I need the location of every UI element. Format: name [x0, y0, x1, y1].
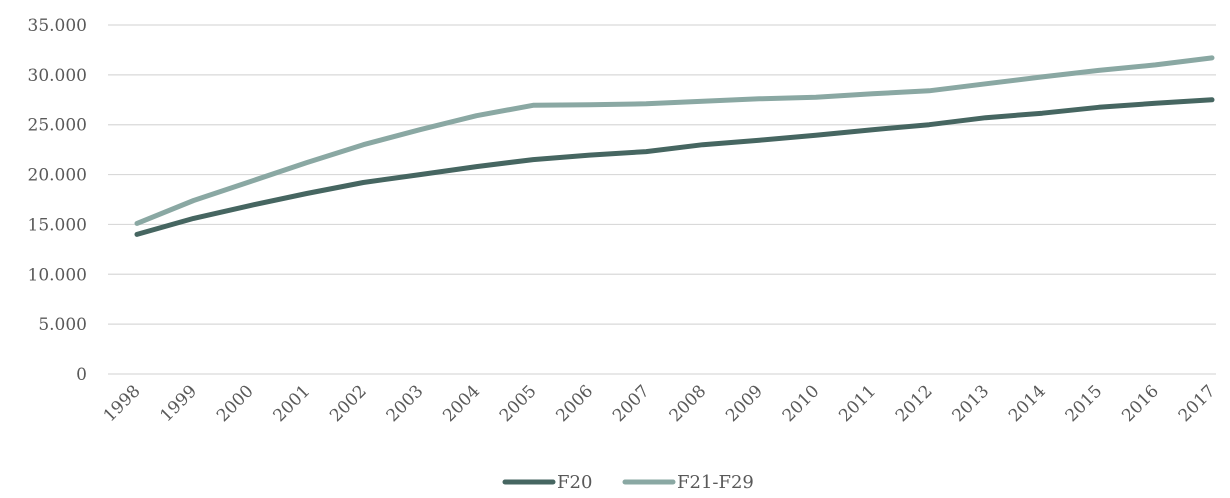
- data-point: [474, 164, 479, 169]
- data-point: [813, 133, 818, 138]
- data-point: [1210, 97, 1215, 102]
- data-point: [983, 115, 988, 120]
- data-point: [587, 153, 592, 158]
- data-point: [135, 221, 140, 226]
- y-axis-tick-labels: 0 5.000 10.000 15.000 20.000 25.000 30.000 35.0…: [28, 16, 87, 385]
- data-point: [361, 180, 366, 185]
- x-tick-label: 2003: [383, 381, 428, 426]
- y-tick-label: 30.000: [28, 66, 87, 86]
- series-line-1: [134, 97, 1215, 237]
- legend: F20 F21-F29: [502, 472, 754, 493]
- x-tick-label: 2016: [1118, 381, 1163, 426]
- data-point: [1210, 55, 1215, 60]
- data-point: [1096, 68, 1101, 73]
- x-tick-label: 2015: [1062, 381, 1107, 426]
- y-tick-label: 35.000: [28, 16, 87, 36]
- data-point: [304, 160, 309, 165]
- data-point: [983, 81, 988, 86]
- data-point: [927, 122, 932, 127]
- gridlines: [108, 24, 1216, 375]
- x-tick-label: 2005: [496, 381, 541, 426]
- y-tick-label: 20.000: [28, 166, 87, 186]
- data-point: [870, 91, 875, 96]
- legend-label: F20: [557, 472, 592, 493]
- data-point: [757, 96, 762, 101]
- data-point: [644, 149, 649, 154]
- data-point: [757, 138, 762, 143]
- data-point: [361, 142, 366, 147]
- data-point: [474, 113, 479, 118]
- data-point: [870, 127, 875, 132]
- x-tick-label: 1998: [100, 381, 145, 426]
- data-point: [1040, 111, 1045, 116]
- data-point: [191, 198, 196, 203]
- data-point: [813, 95, 818, 100]
- x-tick-label: 2009: [722, 381, 767, 426]
- x-tick-label: 2006: [552, 381, 597, 426]
- x-tick-label: 2001: [270, 381, 315, 426]
- data-point: [587, 102, 592, 107]
- x-tick-label: 2011: [835, 381, 880, 426]
- data-point: [135, 232, 140, 237]
- series-line-2: [134, 55, 1215, 226]
- data-point: [417, 127, 422, 132]
- x-tick-label: 2002: [326, 381, 371, 426]
- x-tick-label: 2010: [779, 381, 824, 426]
- data-point: [248, 203, 253, 208]
- x-tick-label: 2004: [439, 381, 484, 426]
- x-tick-label: 1999: [156, 381, 201, 426]
- legend-label: F21-F29: [677, 472, 754, 493]
- x-tick-label: 2014: [1005, 381, 1050, 426]
- x-tick-label: 2007: [609, 381, 654, 426]
- x-tick-label: 2000: [213, 381, 258, 426]
- data-point: [248, 179, 253, 184]
- data-point: [304, 191, 309, 196]
- y-tick-label: 15.000: [28, 215, 87, 235]
- data-point: [700, 99, 705, 104]
- y-tick-label: 5.000: [38, 315, 87, 335]
- data-point: [191, 216, 196, 221]
- x-tick-label: 2008: [666, 381, 711, 426]
- data-point: [1153, 101, 1158, 106]
- data-point: [644, 101, 649, 106]
- x-tick-label: 2012: [892, 381, 937, 426]
- data-point: [417, 172, 422, 177]
- x-axis-tick-labels: 1998 1999 2000 2001 2002 2003 2004 2005 2006 2007…: [100, 381, 1220, 426]
- x-tick-label: 2013: [948, 381, 993, 426]
- data-point: [531, 103, 536, 108]
- data-point: [700, 142, 705, 147]
- x-tick-label: 2017: [1175, 381, 1220, 426]
- data-point: [927, 88, 932, 93]
- data-point: [531, 157, 536, 162]
- series-lines: [134, 55, 1215, 237]
- y-tick-label: 10.000: [28, 265, 87, 285]
- data-point: [1040, 74, 1045, 79]
- data-point: [1096, 105, 1101, 110]
- data-point: [1153, 62, 1158, 67]
- y-tick-label: 25.000: [28, 116, 87, 136]
- y-tick-label: 0: [76, 365, 87, 385]
